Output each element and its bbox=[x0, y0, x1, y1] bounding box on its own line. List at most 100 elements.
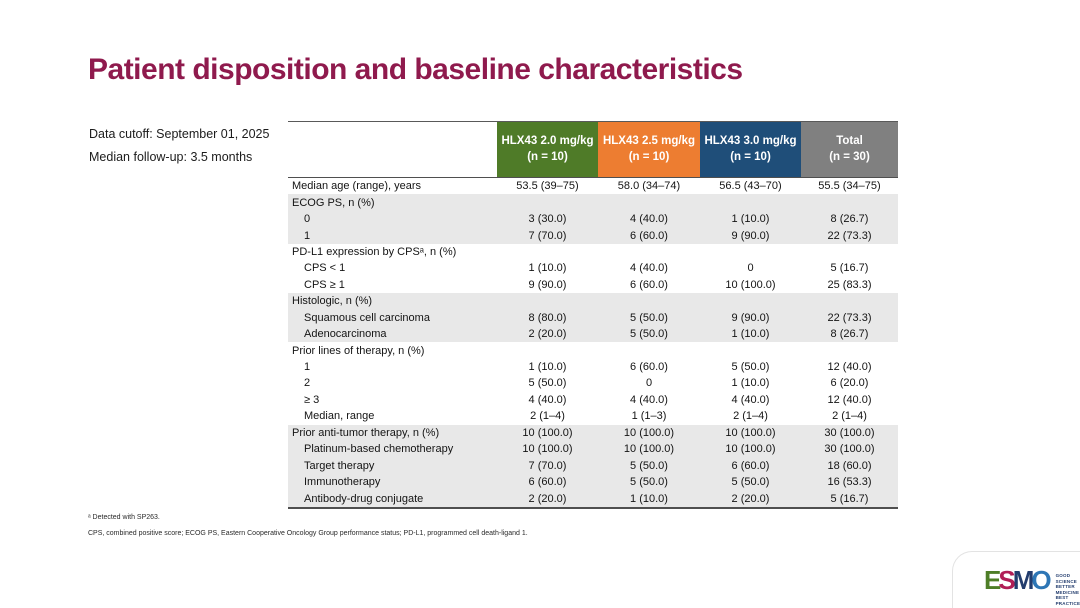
esmo-logo-letters: ESMO bbox=[984, 565, 1052, 595]
esmo-letter: S bbox=[998, 565, 1015, 595]
column-header-label: HLX43 2.5 mg/kg bbox=[602, 135, 696, 147]
column-header: Total (n = 30) bbox=[801, 122, 898, 177]
table-row: Prior lines of therapy, n (%) bbox=[288, 342, 898, 358]
cell-value: 1 (10.0) bbox=[630, 492, 668, 505]
cell-value: 2 (20.0) bbox=[731, 492, 770, 505]
cell-value: 2 (20.0) bbox=[528, 492, 567, 505]
table-row: 1 1 (10.0) 6 (60.0) 5 (50.0) 12 (40.0) bbox=[288, 359, 898, 375]
row-label: 1 bbox=[304, 229, 311, 242]
row-label: ECOG PS, n (%) bbox=[292, 196, 375, 209]
cell-value: 10 (100.0) bbox=[725, 443, 776, 456]
row-label: CPS < 1 bbox=[304, 262, 346, 275]
cell-value: 1 (1–3) bbox=[631, 410, 667, 423]
tagline-line: BETTER MEDICINE bbox=[1055, 584, 1080, 595]
row-label: CPS ≥ 1 bbox=[304, 278, 345, 291]
table-row: Median, range 2 (1–4) 1 (1–3) 2 (1–4) 2 (1–4… bbox=[288, 408, 898, 424]
table-row: Adenocarcinoma 2 (20.0) 5 (50.0) 1 (10.0) 8 … bbox=[288, 325, 898, 343]
cell-value: 5 (50.0) bbox=[630, 311, 668, 324]
cell-value: 4 (40.0) bbox=[630, 393, 668, 406]
cell-value: 12 (40.0) bbox=[827, 393, 872, 406]
esmo-logo-tagline: GOOD SCIENCE BETTER MEDICINE BEST PRACTICE bbox=[1056, 567, 1080, 606]
cell-value: 1 (10.0) bbox=[731, 328, 770, 341]
cell-value: 2 (1–4) bbox=[530, 410, 565, 423]
row-label: Platinum-based chemotherapy bbox=[304, 443, 454, 456]
cell-value: 53.5 (39–75) bbox=[516, 180, 579, 193]
row-label: Median, range bbox=[304, 410, 375, 423]
column-header: HLX43 2.5 mg/kg (n = 10) bbox=[598, 122, 700, 177]
tagline-line: GOOD SCIENCE bbox=[1055, 573, 1077, 584]
cell-value: 1 (10.0) bbox=[528, 262, 567, 275]
cell-value: 5 (16.7) bbox=[830, 262, 869, 275]
cell-value: 5 (50.0) bbox=[731, 361, 770, 374]
cell-value: 5 (50.0) bbox=[630, 328, 668, 341]
cell-value: 7 (70.0) bbox=[528, 229, 567, 242]
cell-value: 16 (53.3) bbox=[827, 476, 872, 489]
row-label: 2 bbox=[304, 377, 311, 390]
esmo-logo: ESMO GOOD SCIENCE BETTER MEDICINE BEST PRA… bbox=[984, 567, 1080, 606]
cell-value: 2 (20.0) bbox=[528, 328, 567, 341]
cell-value: 1 (10.0) bbox=[731, 213, 770, 226]
cell-value: 10 (100.0) bbox=[522, 443, 573, 456]
cell-value: 30 (100.0) bbox=[824, 443, 875, 456]
cell-value: 0 bbox=[747, 262, 754, 275]
footnote-abbreviations: CPS, combined positive score; ECOG PS, E… bbox=[88, 530, 528, 537]
row-label: Immunotherapy bbox=[304, 476, 381, 489]
column-header-sublabel: (n = 30) bbox=[829, 150, 870, 163]
tagline-line: BEST PRACTICE bbox=[1055, 595, 1080, 606]
row-label: 1 bbox=[304, 361, 311, 374]
cell-value: 3 (30.0) bbox=[528, 213, 567, 226]
cell-value: 10 (100.0) bbox=[725, 426, 776, 439]
table-row: Antibody-drug conjugate 2 (20.0) 1 (10.0) 2… bbox=[288, 490, 898, 507]
cell-value: 22 (73.3) bbox=[827, 229, 872, 242]
row-label: Prior lines of therapy, n (%) bbox=[292, 344, 425, 357]
cell-value: 10 (100.0) bbox=[623, 426, 675, 439]
column-header-label: HLX43 2.0 mg/kg bbox=[501, 135, 594, 147]
table-row: Median age (range), years 53.5 (39–75) 58.… bbox=[288, 178, 898, 194]
cell-value: 5 (50.0) bbox=[630, 459, 668, 472]
table-row: ECOG PS, n (%) bbox=[288, 194, 898, 211]
median-followup-text: Median follow-up: 3.5 months bbox=[89, 150, 253, 164]
cell-value: 9 (90.0) bbox=[528, 278, 567, 291]
cell-value: 5 (50.0) bbox=[630, 476, 668, 489]
cell-value: 6 (60.0) bbox=[528, 476, 567, 489]
cell-value: 58.0 (34–74) bbox=[617, 180, 681, 193]
cell-value: 10 (100.0) bbox=[522, 426, 573, 439]
cell-value: 22 (73.3) bbox=[827, 311, 872, 324]
cell-value: 8 (26.7) bbox=[830, 213, 869, 226]
table-row: CPS < 1 1 (10.0) 4 (40.0) 0 5 (16.7) bbox=[288, 260, 898, 276]
cell-value: 10 (100.0) bbox=[725, 278, 776, 291]
esmo-letter: M bbox=[1012, 565, 1035, 595]
esmo-letter: O bbox=[1031, 565, 1051, 595]
cell-value: 9 (90.0) bbox=[731, 311, 770, 324]
cell-value: 6 (60.0) bbox=[630, 361, 668, 374]
row-label: Adenocarcinoma bbox=[304, 328, 387, 341]
footnote-sp263: ᵃ Detected with SP263. bbox=[88, 514, 160, 521]
header-spacer bbox=[288, 122, 497, 177]
column-header: HLX43 3.0 mg/kg (n = 10) bbox=[700, 122, 801, 177]
cell-value: 2 (1–4) bbox=[733, 410, 768, 423]
row-label: Squamous cell carcinoma bbox=[304, 311, 430, 324]
row-label: Median age (range), years bbox=[292, 180, 422, 193]
cell-value: 30 (100.0) bbox=[824, 426, 875, 439]
table-row: Immunotherapy 6 (60.0) 5 (50.0) 5 (50.0) 16 … bbox=[288, 473, 898, 491]
row-label: PD-L1 expression by CPSᵃ, n (%) bbox=[292, 245, 457, 258]
row-label: 0 bbox=[304, 213, 311, 226]
cell-value: 5 (16.7) bbox=[830, 492, 869, 505]
row-label: ≥ 3 bbox=[304, 393, 320, 406]
cell-value: 6 (60.0) bbox=[731, 459, 770, 472]
cell-value: 10 (100.0) bbox=[623, 443, 675, 456]
cell-value: 1 (10.0) bbox=[731, 377, 770, 390]
esmo-letter: E bbox=[984, 565, 1001, 595]
row-label: Prior anti-tumor therapy, n (%) bbox=[292, 426, 440, 439]
table-row: Histologic, n (%) bbox=[288, 293, 898, 310]
cell-value: 12 (40.0) bbox=[827, 361, 872, 374]
table-row: CPS ≥ 1 9 (90.0) 6 (60.0) 10 (100.0) 25 (83.… bbox=[288, 277, 898, 293]
baseline-table-header: HLX43 2.0 mg/kg (n = 10) HLX43 2.5 mg/kg (n… bbox=[288, 122, 898, 178]
table-row: Prior anti-tumor therapy, n (%) 10 (100.0… bbox=[288, 424, 898, 441]
row-label: Antibody-drug conjugate bbox=[304, 492, 424, 505]
study-meta: Data cutoff: September 01, 2025 Median f… bbox=[89, 123, 269, 169]
cell-value: 4 (40.0) bbox=[528, 393, 567, 406]
cell-value: 25 (83.3) bbox=[827, 278, 872, 291]
table-row: PD-L1 expression by CPSᵃ, n (%) bbox=[288, 244, 898, 260]
cell-value: 18 (60.0) bbox=[827, 459, 872, 472]
